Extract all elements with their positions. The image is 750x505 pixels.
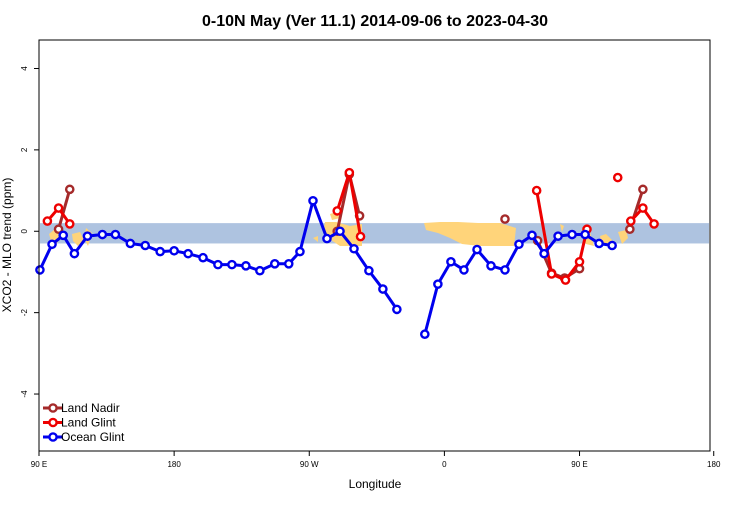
data-point-2-0-0 xyxy=(35,265,45,275)
plot-frame xyxy=(38,39,711,452)
data-point-2-1-12 xyxy=(580,229,590,240)
data-point-1-0-0 xyxy=(42,216,53,226)
data-point-1-1-1 xyxy=(344,167,355,178)
data-point-2-0-15 xyxy=(241,261,251,271)
legend-marker-2 xyxy=(48,432,58,442)
data-point-2-1-0 xyxy=(420,329,430,340)
legend-marker-1 xyxy=(48,417,58,428)
data-point-2-1-6 xyxy=(500,265,510,275)
data-point-2-0-14 xyxy=(227,259,237,270)
data-point-2-1-9 xyxy=(539,248,549,259)
data-point-0-0-1 xyxy=(64,184,75,195)
x-tick-label-3: 0 xyxy=(442,460,447,469)
data-point-1-3-0 xyxy=(612,172,623,183)
data-point-2-0-6 xyxy=(110,229,121,240)
data-point-2-1-8 xyxy=(527,230,537,241)
data-point-2-0-9 xyxy=(155,246,165,257)
land-shape-extra-0 xyxy=(330,212,340,220)
data-point-0-2-0 xyxy=(500,214,510,224)
data-point-2-0-4 xyxy=(82,231,93,241)
data-point-2-0-26 xyxy=(392,304,402,315)
series-layer xyxy=(35,167,659,340)
x-tick-label-4: 90 E xyxy=(571,460,587,469)
data-point-2-0-12 xyxy=(198,252,208,263)
data-point-1-4-0 xyxy=(625,216,636,226)
data-point-2-0-19 xyxy=(295,246,305,257)
data-point-1-0-2 xyxy=(64,219,75,229)
land-shape-9 xyxy=(618,230,628,244)
x-tick-label-2: 90 W xyxy=(300,460,319,469)
data-point-2-0-24 xyxy=(364,265,374,276)
legend-label-0: Land Nadir xyxy=(61,401,120,415)
data-point-0-4-0 xyxy=(625,224,635,235)
legend-label-1: Land Glint xyxy=(61,416,116,430)
land-shape-6 xyxy=(560,224,564,232)
data-point-1-2-1 xyxy=(546,269,557,279)
data-point-2-0-25 xyxy=(378,284,388,294)
data-point-1-4-1 xyxy=(638,203,648,213)
y-axis-label: XCO2 - MLO trend (ppm) xyxy=(0,178,14,313)
series-ocean-glint xyxy=(35,195,617,340)
data-point-2-1-4 xyxy=(472,244,482,255)
land-shape-extra-1 xyxy=(460,234,468,244)
data-point-2-0-5 xyxy=(97,229,108,240)
data-point-2-0-17 xyxy=(269,259,280,269)
data-point-2-0-2 xyxy=(58,230,69,241)
series-line-0-0 xyxy=(57,188,72,230)
data-point-2-1-10 xyxy=(553,231,563,241)
data-point-2-1-11 xyxy=(567,229,577,240)
data-point-2-1-13 xyxy=(594,238,604,249)
data-point-2-0-3 xyxy=(69,248,80,259)
data-point-1-1-0 xyxy=(332,206,343,216)
data-point-1-4-2 xyxy=(649,219,659,229)
data-point-1-1-2 xyxy=(355,231,366,242)
data-point-2-0-20 xyxy=(308,195,318,206)
y-tick-label-1: -2 xyxy=(20,309,29,317)
y-tick-label-4: 4 xyxy=(20,66,29,71)
x-axis: 90 E 180 90 W 0 90 E 180 xyxy=(31,451,721,469)
chart-title: 0-10N May (Ver 11.1) 2014-09-06 to 2023-… xyxy=(202,13,548,30)
data-point-2-0-22 xyxy=(335,226,345,237)
data-point-2-0-8 xyxy=(140,240,151,251)
data-point-2-1-2 xyxy=(446,256,456,267)
data-point-1-2-3 xyxy=(574,256,585,267)
data-point-0-0-0 xyxy=(53,224,64,235)
data-point-2-0-21 xyxy=(322,233,332,244)
series-line-2-1 xyxy=(423,233,613,335)
data-point-1-2-0 xyxy=(531,185,542,196)
land-shape-5 xyxy=(424,222,516,246)
x-tick-label-1: 180 xyxy=(167,460,181,469)
data-point-2-1-5 xyxy=(486,261,496,271)
data-point-2-0-16 xyxy=(255,265,265,276)
y-axis: -4 -2 0 2 4 xyxy=(20,66,39,398)
x-tick-label-0: 90 E xyxy=(31,460,47,469)
data-point-1-0-1 xyxy=(53,203,64,213)
y-tick-label-2: 0 xyxy=(20,228,29,233)
data-point-2-1-7 xyxy=(514,239,524,250)
series-line-2-0 xyxy=(38,199,399,311)
data-point-2-1-1 xyxy=(433,279,443,289)
legend-marker-0 xyxy=(48,403,58,413)
y-tick-label-3: 2 xyxy=(20,147,29,152)
data-point-2-0-13 xyxy=(213,259,223,270)
data-point-2-1-14 xyxy=(607,240,617,251)
data-point-2-1-3 xyxy=(459,265,469,275)
land-shape-4 xyxy=(313,236,318,242)
data-point-2-0-23 xyxy=(349,243,359,254)
data-point-2-0-18 xyxy=(283,259,294,269)
data-point-2-0-10 xyxy=(169,245,179,256)
data-point-0-4-1 xyxy=(638,184,648,195)
data-point-2-0-11 xyxy=(183,248,193,259)
y-tick-label-0: -4 xyxy=(20,390,29,398)
data-point-2-0-1 xyxy=(47,239,57,250)
legend-label-2: Ocean Glint xyxy=(61,430,125,444)
data-point-1-2-2 xyxy=(560,275,571,285)
x-tick-label-5: 180 xyxy=(707,460,721,469)
x-axis-label: Longitude xyxy=(349,477,402,491)
data-point-2-0-7 xyxy=(125,238,136,249)
